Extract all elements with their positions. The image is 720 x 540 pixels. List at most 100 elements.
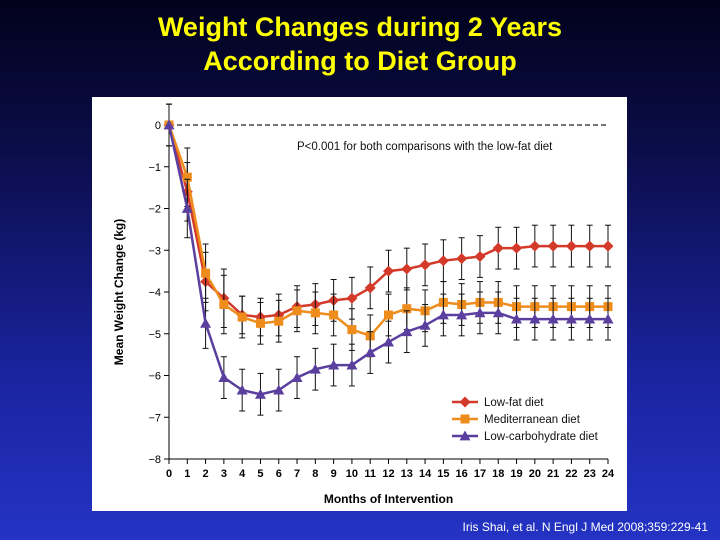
x-tick-label: 3: [221, 468, 227, 480]
data-point-low-fat-diet: [437, 255, 449, 267]
x-tick-label: 6: [276, 468, 282, 480]
x-tick-label: 9: [331, 468, 337, 480]
x-tick-label: 22: [565, 468, 577, 480]
legend-marker-mediterranean-diet: [460, 414, 470, 424]
data-point-low-carbohydrate-diet: [163, 119, 175, 130]
data-point-low-carbohydrate-diet: [419, 319, 431, 330]
legend-label-mediterranean-diet: Mediterranean diet: [484, 414, 581, 426]
data-point-mediterranean-diet: [237, 312, 247, 322]
legend-marker-low-fat-diet: [459, 396, 471, 408]
x-tick-label: 23: [584, 468, 596, 480]
p-value-annotation: P<0.001 for both comparisons with the lo…: [297, 141, 553, 153]
citation: Iris Shai, et al. N Engl J Med 2008;359:…: [462, 520, 708, 534]
x-tick-label: 24: [602, 468, 615, 480]
data-point-low-fat-diet: [346, 292, 358, 304]
data-point-mediterranean-diet: [255, 318, 265, 328]
data-point-low-carbohydrate-diet: [492, 307, 504, 318]
x-tick-label: 13: [401, 468, 413, 480]
weight-change-chart: 0−1−2−3−4−5−6−7−8 0 1 2 3 4 5 6 7 8 9 10 11 12 13 14 15…: [112, 103, 615, 506]
x-tick-label: 17: [474, 468, 486, 480]
series-group: [163, 103, 614, 416]
data-point-low-fat-diet: [474, 251, 486, 263]
data-point-low-carbohydrate-diet: [456, 309, 468, 320]
data-point-mediterranean-diet: [292, 306, 302, 316]
data-point-low-carbohydrate-diet: [584, 313, 596, 324]
x-tick-label: 19: [510, 468, 522, 480]
data-point-low-carbohydrate-diet: [511, 313, 523, 324]
data-point-low-carbohydrate-diet: [547, 313, 559, 324]
x-tick-label: 15: [437, 468, 449, 480]
y-tick-label: −1: [148, 162, 161, 174]
data-point-mediterranean-diet: [347, 325, 357, 335]
data-point-low-carbohydrate-diet: [529, 313, 541, 324]
data-point-low-carbohydrate-diet: [401, 326, 413, 337]
data-point-low-carbohydrate-diet: [364, 347, 376, 357]
x-tick-label: 1: [184, 468, 190, 480]
data-point-low-carbohydrate-diet: [291, 372, 303, 382]
data-point-low-carbohydrate-diet: [181, 203, 193, 213]
x-tick-label: 2: [203, 468, 209, 480]
data-point-low-carbohydrate-diet: [218, 372, 230, 382]
x-tick-label: 16: [456, 468, 468, 480]
x-tick-label: 12: [382, 468, 394, 480]
y-tick-label: −8: [148, 454, 161, 466]
data-point-low-carbohydrate-diet: [565, 313, 577, 324]
data-point-low-carbohydrate-diet: [200, 317, 212, 328]
series-low-carbohydrate-diet: [163, 103, 614, 416]
x-tick-label: 14: [419, 468, 432, 480]
data-point-mediterranean-diet: [402, 304, 412, 314]
x-ticks-group: 0 1 2 3 4 5 6 7 8 9 10 11 12 13 14 15 16 17 18 19 20 21 22 23 24: [166, 459, 615, 480]
data-point-low-fat-diet: [584, 240, 596, 252]
x-tick-label: 20: [529, 468, 541, 480]
data-point-low-carbohydrate-diet: [309, 363, 321, 374]
data-point-low-fat-diet: [511, 242, 523, 254]
data-point-low-fat-diet: [401, 263, 413, 275]
data-point-low-fat-diet: [419, 259, 431, 271]
data-point-mediterranean-diet: [329, 310, 339, 320]
x-axis-label: Months of Intervention: [324, 492, 453, 506]
data-point-low-carbohydrate-diet: [346, 359, 358, 370]
slide-title-line2: According to Diet Group: [203, 46, 517, 76]
data-point-low-fat-diet: [456, 253, 468, 265]
y-tick-label: −4: [148, 287, 161, 299]
y-tick-label: −2: [148, 204, 161, 216]
x-tick-label: 18: [492, 468, 504, 480]
data-point-low-carbohydrate-diet: [437, 309, 449, 320]
legend-label-low-fat-diet: Low-fat diet: [484, 397, 544, 409]
chart-panel: 0 −1 −2 −3 −4 −5 −6 −7 −8 0 1 2 3 4 5 6 7 8 9 10 11 12 13 14 15…: [92, 97, 627, 511]
data-point-low-carbohydrate-diet: [474, 307, 486, 318]
data-point-low-fat-diet: [529, 240, 541, 252]
x-tick-label: 11: [364, 468, 376, 480]
x-tick-label: 7: [294, 468, 300, 480]
data-point-mediterranean-diet: [310, 308, 320, 318]
y-tick-label: −6: [148, 371, 161, 383]
y-tick-label: 0: [155, 120, 161, 132]
data-point-mediterranean-diet: [274, 316, 284, 326]
legend: Low-fat diet Mediterranean diet Low-carboh…: [452, 396, 599, 443]
data-point-low-carbohydrate-diet: [254, 388, 266, 399]
data-point-low-fat-diet: [547, 240, 559, 252]
x-tick-label: 21: [547, 468, 559, 480]
slide-title-line1: Weight Changes during 2 Years: [157, 12, 563, 42]
x-tick-label: 8: [312, 468, 318, 480]
y-axis-label: Mean Weight Change (kg): [112, 219, 126, 365]
data-point-low-fat-diet: [565, 240, 577, 252]
data-point-low-fat-diet: [383, 265, 394, 277]
x-tick-label: 5: [257, 468, 263, 480]
data-point-low-fat-diet: [602, 240, 614, 252]
data-point-low-carbohydrate-diet: [383, 336, 394, 347]
slide-title: Weight Changes during 2 Years According …: [0, 10, 720, 78]
x-tick-label: 4: [239, 468, 246, 480]
data-point-low-carbohydrate-diet: [328, 359, 340, 370]
data-point-mediterranean-diet: [201, 268, 211, 278]
data-point-low-carbohydrate-diet: [602, 313, 614, 324]
data-point-mediterranean-diet: [219, 300, 229, 310]
data-point-mediterranean-diet: [384, 310, 393, 320]
data-point-mediterranean-diet: [182, 172, 192, 182]
data-point-low-fat-diet: [364, 282, 376, 294]
x-tick-label: 0: [166, 468, 172, 480]
data-point-low-carbohydrate-diet: [236, 384, 248, 395]
data-point-low-fat-diet: [492, 242, 504, 254]
x-tick-label: 10: [346, 468, 358, 480]
legend-marker-low-carbohydrate-diet: [459, 430, 471, 441]
